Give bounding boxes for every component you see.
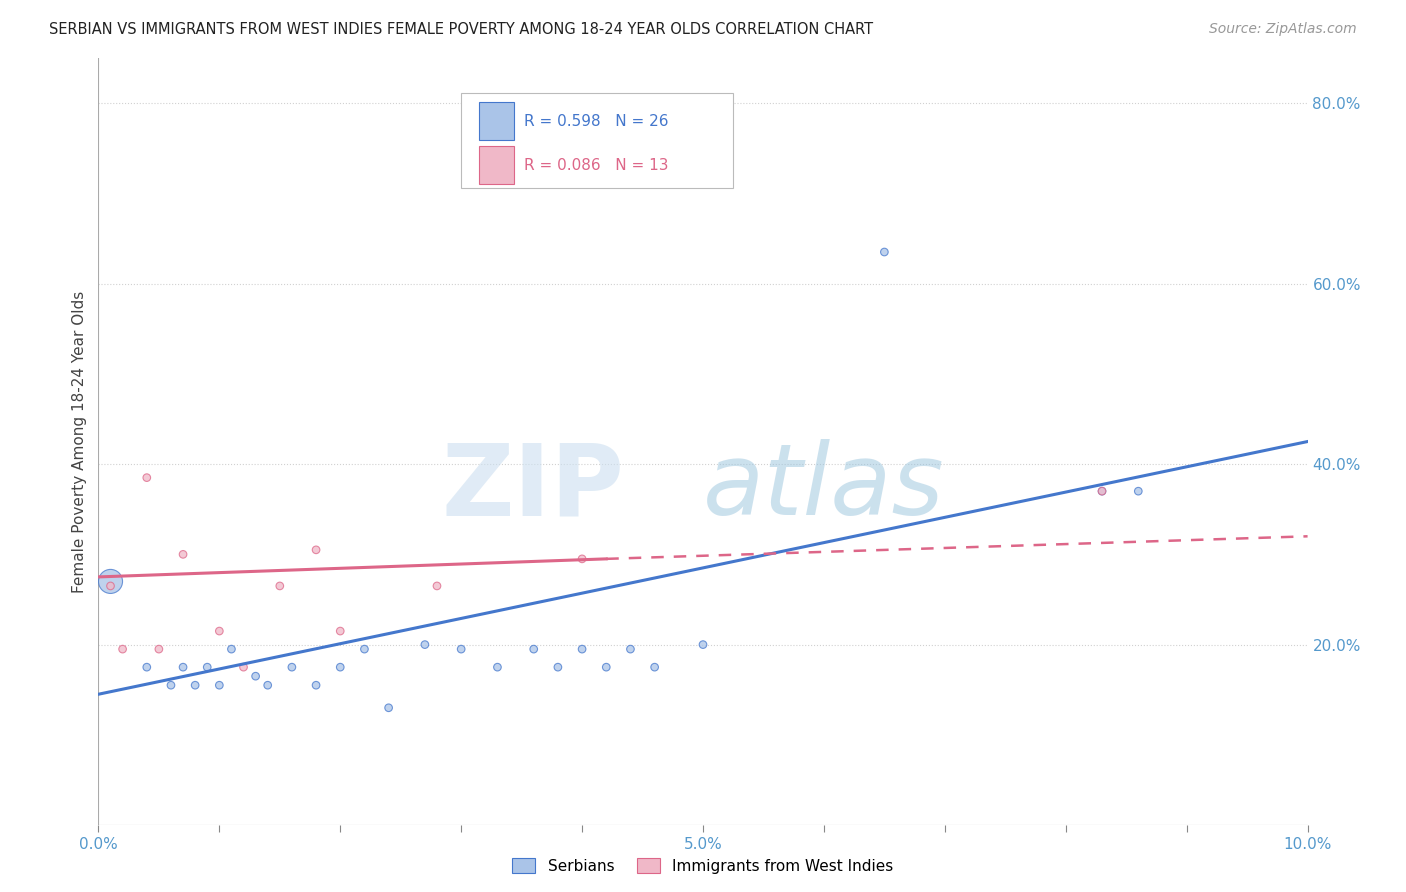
Point [232,660,254,674]
Point [571,642,593,657]
Text: ZIP: ZIP [441,439,624,536]
Point [305,542,328,557]
Point [100,574,122,589]
Point [245,669,267,683]
Point [160,678,183,692]
Point [692,638,714,652]
Point [353,642,375,657]
Point [413,638,436,652]
Point [426,579,449,593]
Text: Source: ZipAtlas.com: Source: ZipAtlas.com [1209,22,1357,37]
Point [100,579,122,593]
Point [172,660,194,674]
Text: R = 0.086   N = 13: R = 0.086 N = 13 [524,158,668,173]
Text: atlas: atlas [703,439,945,536]
Point [195,660,218,674]
Point [644,660,666,674]
FancyBboxPatch shape [479,103,515,140]
Point [184,678,207,692]
Point [486,660,509,674]
Point [148,642,170,657]
Point [111,642,134,657]
Point [329,660,352,674]
Point [1091,484,1114,499]
Y-axis label: Female Poverty Among 18-24 Year Olds: Female Poverty Among 18-24 Year Olds [72,291,87,592]
Point [135,660,157,674]
Point [1128,484,1150,499]
Point [172,547,194,561]
Point [1091,484,1114,499]
Point [547,660,569,674]
Text: R = 0.598   N = 26: R = 0.598 N = 26 [524,113,668,128]
Point [208,624,231,638]
Point [281,660,304,674]
Point [269,579,291,593]
Point [305,678,328,692]
Point [256,678,278,692]
Point [208,678,231,692]
Point [450,642,472,657]
Point [571,552,593,566]
Point [377,700,399,714]
Point [595,660,617,674]
Point [873,245,896,260]
Point [221,642,243,657]
Point [329,624,352,638]
Text: SERBIAN VS IMMIGRANTS FROM WEST INDIES FEMALE POVERTY AMONG 18-24 YEAR OLDS CORR: SERBIAN VS IMMIGRANTS FROM WEST INDIES F… [49,22,873,37]
Point [135,470,157,484]
Legend: Serbians, Immigrants from West Indies: Serbians, Immigrants from West Indies [506,852,900,880]
Point [619,642,641,657]
FancyBboxPatch shape [461,93,734,188]
Point [523,642,546,657]
FancyBboxPatch shape [479,146,515,184]
